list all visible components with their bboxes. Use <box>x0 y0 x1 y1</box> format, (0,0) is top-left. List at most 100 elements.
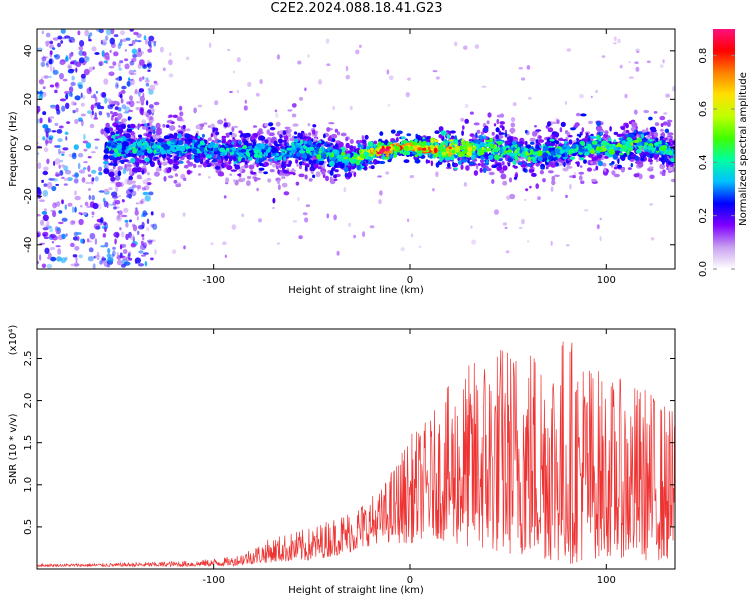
spectral-blob <box>255 158 260 164</box>
spectral-speckle <box>82 51 87 57</box>
spectral-speckle <box>332 106 336 111</box>
spectral-speckle <box>659 64 664 68</box>
spectral-speckle <box>47 137 52 140</box>
spectral-speckle <box>46 220 50 227</box>
spectral-blob <box>580 180 585 185</box>
spectral-speckle <box>665 93 670 98</box>
spectral-speckle <box>40 61 46 67</box>
spectral-blob <box>333 174 338 179</box>
spectral-blob <box>233 160 237 165</box>
spectral-blob <box>371 148 374 152</box>
spectral-blob <box>117 128 124 134</box>
spectral-speckle <box>115 185 119 193</box>
spectral-speckle <box>37 195 41 199</box>
spectral-speckle <box>126 189 132 196</box>
spectral-blob <box>508 177 513 183</box>
spectral-speckle <box>128 231 132 239</box>
spectral-blob <box>312 124 317 128</box>
spectral-speckle <box>579 93 584 99</box>
spectral-speckle <box>55 183 60 186</box>
spectral-speckle <box>126 194 132 199</box>
spectral-speckle <box>140 198 145 204</box>
spectral-speckle <box>520 218 525 225</box>
spectral-speckle <box>227 48 231 52</box>
spectral-speckle <box>649 203 653 206</box>
spectral-speckle <box>481 85 487 88</box>
spectral-blob <box>635 149 642 154</box>
spectral-blob <box>539 170 545 175</box>
spectral-speckle <box>140 50 144 55</box>
spectral-blob <box>438 126 444 132</box>
spectral-blob <box>162 161 168 166</box>
spectral-blob <box>249 135 255 140</box>
spectral-speckle <box>104 242 109 248</box>
spectral-blob <box>292 145 296 149</box>
spectral-speckle <box>85 181 91 184</box>
spectral-speckle <box>110 29 115 35</box>
spectral-blob <box>159 138 164 143</box>
spectral-blob <box>360 144 364 150</box>
spectral-speckle <box>646 60 651 64</box>
spectral-speckle <box>61 105 66 112</box>
spectral-blob <box>443 144 446 148</box>
spectral-speckle <box>197 104 203 108</box>
spectral-blob <box>497 147 501 151</box>
spectral-speckle <box>146 182 152 186</box>
spectral-speckle <box>53 160 56 167</box>
spectral-speckle <box>232 70 235 74</box>
spectral-blob <box>441 151 447 156</box>
spectral-speckle <box>132 54 138 58</box>
spectral-blob <box>175 183 182 188</box>
spectral-speckle <box>37 141 40 145</box>
spectral-blob <box>173 165 176 169</box>
spectral-blob <box>288 171 294 175</box>
spectral-speckle <box>87 174 92 177</box>
spectral-blob <box>308 146 315 152</box>
spectral-speckle <box>43 75 49 79</box>
spectral-blob <box>648 153 655 159</box>
spectral-speckle <box>105 35 109 41</box>
spectral-blob <box>464 118 470 124</box>
spectral-speckle <box>56 145 61 148</box>
spectral-blob <box>648 138 653 142</box>
spectral-speckle <box>89 32 93 37</box>
spectral-blob <box>145 112 150 118</box>
spectral-speckle <box>91 195 95 201</box>
spectral-blob <box>259 135 266 141</box>
spectral-speckle <box>454 41 458 47</box>
spectral-blob <box>499 132 505 135</box>
spectral-blob <box>635 160 642 165</box>
spectral-speckle <box>45 63 49 66</box>
spectral-blob <box>502 165 508 171</box>
spectral-speckle <box>463 45 468 50</box>
spectral-blob <box>329 176 333 182</box>
spectral-speckle <box>49 64 53 72</box>
spectral-speckle <box>119 60 124 64</box>
spectral-speckle <box>63 178 69 181</box>
spectral-speckle <box>210 242 214 246</box>
spectral-blob <box>173 134 178 140</box>
spectral-speckle <box>93 93 96 99</box>
spectral-speckle <box>108 100 114 106</box>
spectral-blob <box>193 163 197 169</box>
spectral-speckle <box>134 257 141 264</box>
spectral-speckle <box>120 30 125 36</box>
spectral-blob <box>164 145 171 150</box>
spectral-blob <box>532 130 538 137</box>
spectral-blob <box>477 148 481 153</box>
spectral-blob <box>221 135 227 139</box>
spectral-speckle <box>74 245 80 251</box>
spectral-speckle <box>119 93 123 99</box>
spectral-blob <box>440 130 447 136</box>
spectral-blob <box>486 148 492 152</box>
spectral-speckle <box>124 58 129 62</box>
spectral-speckle <box>48 58 54 65</box>
spectral-blob <box>116 140 122 144</box>
spectral-speckle <box>118 210 123 216</box>
spectral-blob <box>385 146 391 150</box>
spectral-blob <box>395 133 401 137</box>
spectral-blob <box>666 122 671 127</box>
spectral-blob <box>476 129 481 134</box>
spectral-blob <box>482 167 487 174</box>
spectral-blob <box>376 142 380 148</box>
